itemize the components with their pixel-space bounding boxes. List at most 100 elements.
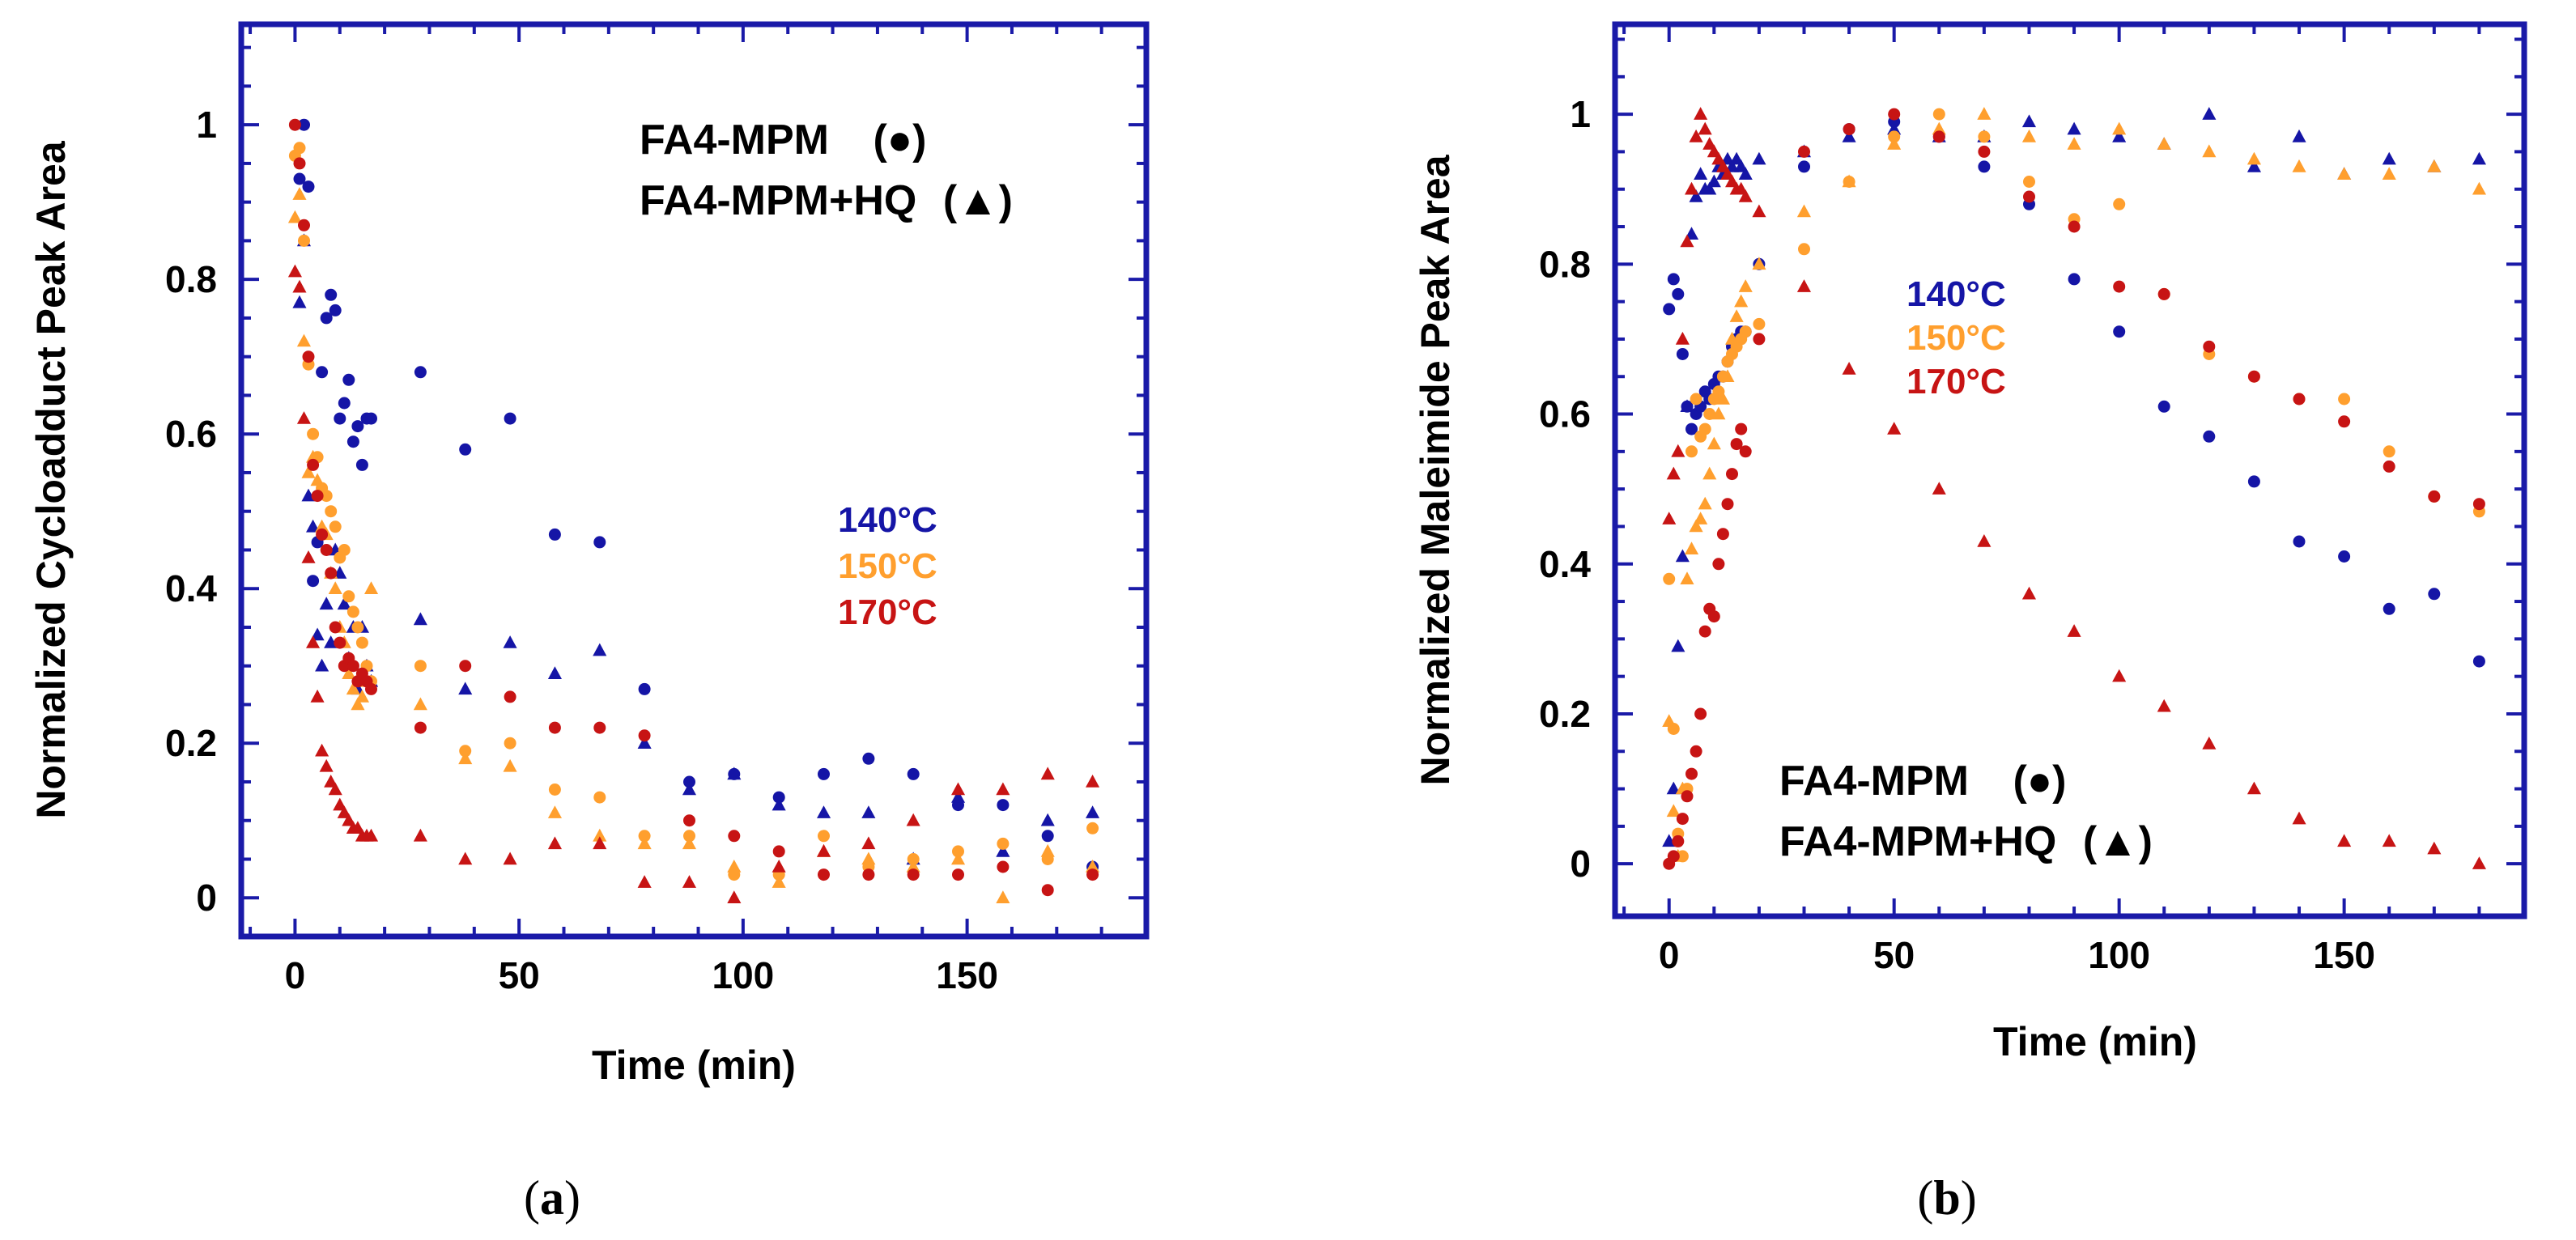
- data-point-circle: [1676, 348, 1689, 360]
- data-point-triangle: [772, 875, 786, 888]
- data-point-circle: [997, 860, 1010, 873]
- data-point-triangle: [1040, 843, 1055, 857]
- data-point-circle: [293, 142, 306, 155]
- data-point-circle: [2383, 460, 2395, 473]
- data-point-triangle: [2112, 129, 2127, 142]
- panel-b-legend-entry-circle: FA4-MPM (●): [1779, 758, 2067, 805]
- panel-a-temperature-labels: 140°C 150°C 170°C: [838, 500, 937, 632]
- data-point-circle: [1978, 160, 1991, 173]
- data-point-triangle: [315, 658, 329, 672]
- data-point-circle: [334, 412, 346, 425]
- data-point-circle: [459, 660, 472, 673]
- data-point-triangle: [413, 697, 427, 711]
- data-point-triangle: [1887, 137, 1902, 150]
- data-point-triangle: [906, 813, 920, 826]
- data-point-circle: [2338, 415, 2351, 428]
- data-point-triangle: [1685, 181, 1699, 195]
- panel-b-legend-triangle-symbol: (▲): [2083, 818, 2153, 865]
- data-point-circle: [1672, 834, 1685, 847]
- data-point-circle: [2247, 370, 2260, 383]
- data-point-circle: [307, 458, 320, 471]
- data-point-triangle: [1720, 369, 1735, 382]
- data-point-circle: [2157, 400, 2170, 413]
- data-point-circle: [907, 767, 920, 780]
- data-point-circle: [302, 180, 315, 193]
- data-point-circle: [1932, 130, 1945, 143]
- data-point-triangle: [996, 890, 1010, 903]
- data-point-triangle: [1932, 121, 1946, 135]
- data-point-circle: [2293, 393, 2306, 406]
- data-point-circle: [683, 775, 695, 788]
- data-point-triangle: [772, 797, 786, 811]
- data-point-circle: [2023, 190, 2035, 203]
- data-point-circle: [342, 590, 355, 603]
- data-point-circle: [307, 427, 320, 440]
- data-point-triangle: [310, 473, 325, 486]
- data-point-circle: [907, 868, 920, 881]
- data-point-circle: [2247, 475, 2260, 488]
- series-fa4-mpm-170-c: [1663, 108, 2485, 870]
- panel-b: 0 50 100 150 0 0.2 0.4 0.6 0.8 1 Time (min) Norma…: [1413, 21, 2527, 1225]
- data-point-triangle: [1675, 331, 1690, 345]
- data-point-triangle: [342, 666, 356, 679]
- data-point-triangle: [413, 828, 427, 842]
- data-point-triangle: [1702, 181, 1717, 195]
- data-point-circle: [2338, 550, 2351, 563]
- data-point-triangle: [346, 682, 360, 695]
- data-point-circle: [1041, 884, 1054, 897]
- data-point-circle: [593, 791, 606, 804]
- data-point-circle: [1978, 130, 1991, 143]
- data-point-triangle: [906, 860, 920, 873]
- data-point-triangle: [1702, 466, 1717, 480]
- data-point-triangle: [2202, 107, 2217, 120]
- panel-b-tick-labels: 0 50 100 150 0 0.2 0.4 0.6 0.8 1: [1539, 93, 2375, 976]
- data-point-circle: [1735, 423, 1748, 435]
- data-point-circle: [325, 567, 338, 580]
- data-point-circle: [316, 366, 329, 379]
- data-point-triangle: [1666, 804, 1681, 817]
- data-point-circle: [1663, 303, 1676, 316]
- data-point-triangle: [1842, 129, 1856, 142]
- data-point-triangle: [817, 843, 831, 857]
- data-point-circle: [1698, 625, 1711, 638]
- data-point-triangle: [1694, 107, 1708, 120]
- data-point-circle: [414, 660, 427, 673]
- x-tick-label: 0: [1659, 934, 1680, 976]
- data-point-triangle: [413, 612, 427, 626]
- data-point-triangle: [2292, 159, 2306, 172]
- y-tick-label: 0.6: [1539, 393, 1591, 435]
- series-fa4-mpm-hq-150-c: [287, 187, 1100, 903]
- panel-a-temp-140: 140°C: [838, 500, 937, 540]
- data-point-circle: [2023, 176, 2035, 188]
- data-point-circle: [2157, 287, 2170, 300]
- data-point-triangle: [727, 860, 742, 873]
- data-point-triangle: [2247, 781, 2261, 795]
- data-point-circle: [1703, 408, 1716, 420]
- panel-a: 0 50 100 150 0 0.2 0.4 0.6 0.8 1 Time (min) Norma…: [28, 21, 1150, 1225]
- data-point-circle: [1798, 160, 1810, 173]
- data-point-triangle: [1796, 279, 1811, 292]
- data-point-triangle: [951, 782, 966, 796]
- panel-a-tick-labels: 0 50 100 150 0 0.2 0.4 0.6 0.8 1: [165, 104, 998, 996]
- panel-b-temperature-labels: 140°C 150°C 170°C: [1906, 274, 2006, 401]
- panel-a-caption-label: (a): [524, 1171, 580, 1225]
- panel-b-caption-close: ): [1961, 1171, 1977, 1225]
- data-point-triangle: [2472, 151, 2486, 165]
- data-point-circle: [548, 783, 561, 796]
- data-point-circle: [997, 837, 1010, 850]
- x-tick-label: 50: [1873, 934, 1915, 976]
- data-point-triangle: [287, 264, 302, 278]
- data-point-circle: [2383, 602, 2395, 615]
- data-point-triangle: [292, 187, 307, 200]
- data-point-triangle: [1662, 714, 1677, 727]
- data-point-circle: [862, 868, 875, 881]
- data-point-triangle: [682, 875, 696, 888]
- data-point-circle: [414, 366, 427, 379]
- data-point-circle: [1676, 813, 1689, 826]
- data-point-circle: [1716, 528, 1729, 541]
- data-point-circle: [504, 690, 516, 703]
- data-point-triangle: [1675, 549, 1690, 563]
- data-point-triangle: [1671, 444, 1685, 457]
- data-point-triangle: [503, 758, 517, 772]
- y-tick-label: 0: [196, 877, 217, 919]
